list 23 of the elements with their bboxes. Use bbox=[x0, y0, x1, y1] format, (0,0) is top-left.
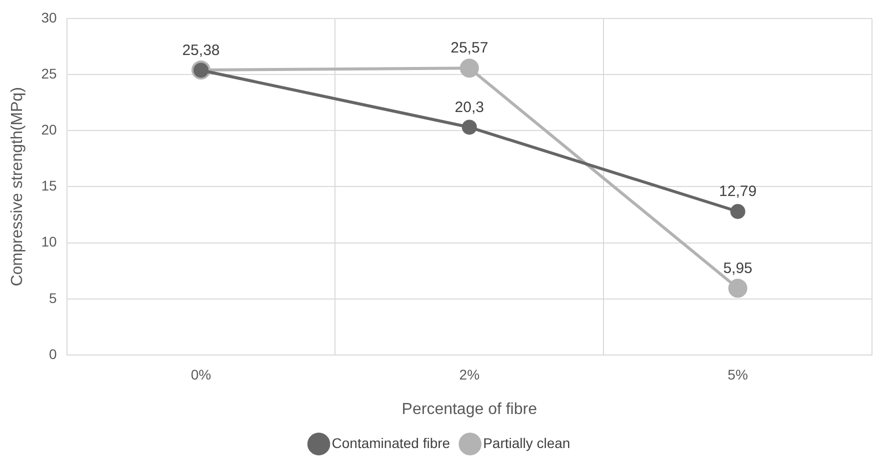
data-label: 25,57 bbox=[450, 40, 488, 57]
y-tick-label: 10 bbox=[41, 234, 57, 250]
y-tick-label: 20 bbox=[41, 121, 57, 138]
data-label: 5,95 bbox=[723, 260, 752, 277]
x-axis-title: Percentage of fibre bbox=[402, 400, 538, 418]
point bbox=[460, 58, 479, 78]
y-tick-label: 30 bbox=[41, 9, 57, 26]
y-tick-label: 25 bbox=[41, 65, 57, 82]
y-tick-label: 0 bbox=[48, 346, 57, 362]
y-axis-title: Compressive strength(MPq) bbox=[9, 87, 26, 286]
x-tick-label: 5% bbox=[728, 366, 748, 382]
y-tick-label: 5 bbox=[48, 290, 57, 306]
x-tick-label: 0% bbox=[190, 366, 212, 382]
legend-label: Partially clean bbox=[483, 434, 570, 451]
legend-label: Contaminated fibre bbox=[332, 434, 450, 451]
data-label: 12,79 bbox=[719, 183, 757, 200]
point bbox=[730, 204, 746, 219]
y-tick-label: 15 bbox=[41, 178, 57, 194]
point bbox=[728, 278, 748, 298]
point bbox=[462, 120, 477, 135]
data-label: 20,3 bbox=[454, 98, 484, 116]
x-tick-label: 2% bbox=[459, 366, 480, 382]
data-label: 25,38 bbox=[182, 42, 220, 59]
